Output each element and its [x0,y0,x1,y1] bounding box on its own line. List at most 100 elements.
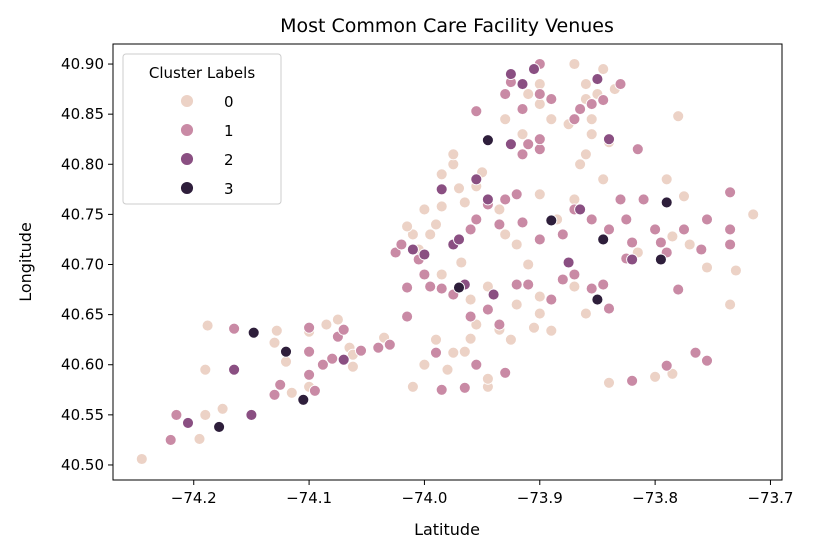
y-tick-label: 40.55 [61,406,104,424]
point-cluster-0 [193,432,206,445]
point-cluster-0 [135,453,148,465]
point-cluster-1 [303,368,316,381]
point-cluster-2 [626,253,639,266]
point-cluster-1 [672,283,685,296]
point-cluster-1 [626,374,639,387]
point-cluster-2 [487,288,500,301]
point-cluster-1 [499,193,512,206]
point-cluster-0 [455,256,468,269]
point-cluster-1 [568,268,581,281]
point-cluster-1 [556,273,569,286]
point-cluster-0 [574,158,587,171]
point-cluster-1 [470,213,483,226]
point-cluster-0 [747,208,760,221]
point-cluster-2 [504,138,517,151]
point-cluster-0 [268,336,281,349]
point-cluster-1 [268,388,281,401]
point-cluster-0 [597,63,610,76]
point-cluster-0 [493,203,506,216]
point-cluster-1 [689,346,702,359]
point-cluster-1 [303,345,316,358]
point-cluster-3 [481,134,494,147]
point-cluster-0 [522,258,535,271]
point-cluster-0 [447,346,460,359]
point-cluster-0 [280,355,292,368]
point-cluster-1 [470,358,483,371]
point-cluster-0 [430,333,442,346]
legend-entries: 0 1 2 3 [180,93,234,198]
point-cluster-0 [453,182,465,195]
point-cluster-1 [274,378,287,391]
legend-label-2: 2 [224,151,234,169]
point-cluster-0 [441,363,454,376]
point-cluster-0 [533,290,546,303]
point-cluster-0 [199,408,212,421]
point-cluster-0 [666,230,679,243]
point-cluster-1 [493,218,506,231]
point-cluster-0 [216,402,229,415]
point-cluster-0 [649,370,662,383]
point-cluster-3 [660,196,673,209]
point-cluster-0 [672,110,685,123]
point-cluster-0 [533,188,546,201]
point-cluster-0 [447,148,460,161]
point-cluster-1 [660,359,673,372]
point-cluster-1 [620,213,633,226]
point-cluster-0 [522,88,535,101]
point-cluster-1 [510,278,523,291]
point-cluster-1 [533,143,546,156]
point-cluster-0 [510,238,523,251]
point-cluster-1 [724,223,737,236]
point-cluster-1 [724,186,737,199]
point-cluster-3 [591,293,604,306]
point-cluster-1 [401,310,414,323]
point-cluster-0 [401,220,414,233]
point-cluster-2 [574,203,587,216]
y-axis: 40.50 40.55 40.60 40.65 40.70 40.75 40.80 40.85… [61,55,113,474]
point-cluster-1 [481,303,494,316]
point-cluster-0 [435,200,448,213]
point-cluster-2 [453,233,465,246]
point-cluster-0 [568,193,581,206]
point-cluster-1 [597,94,610,107]
point-cluster-2 [516,78,529,91]
x-tick-label: −73.7 [747,489,793,507]
point-cluster-0 [545,324,558,337]
point-cluster-1 [499,88,512,101]
point-cluster-2 [591,73,604,86]
point-cluster-1 [585,213,598,226]
point-cluster-1 [522,138,535,151]
point-cluster-1 [308,384,321,397]
point-cluster-3 [247,326,260,339]
point-cluster-2 [228,363,241,376]
point-cluster-1 [597,278,610,291]
point-cluster-1 [654,236,667,249]
point-cluster-2 [481,193,494,206]
point-cluster-0 [331,313,344,326]
point-cluster-1 [418,268,431,281]
point-cluster-0 [533,307,546,320]
point-cluster-0 [285,386,298,399]
point-cluster-0 [701,261,713,274]
point-cluster-0 [585,113,598,126]
point-cluster-1 [585,282,598,295]
y-tick-label: 40.90 [61,55,104,73]
point-cluster-0 [464,332,477,345]
point-cluster-0 [458,345,471,358]
point-cluster-0 [533,98,546,111]
point-cluster-0 [666,367,679,380]
y-tick-label: 40.70 [61,256,104,274]
point-cluster-0 [585,128,598,141]
point-cluster-1 [493,318,506,331]
point-cluster-1 [701,213,713,226]
point-cluster-1 [533,233,546,246]
point-cluster-1 [603,302,615,315]
point-cluster-1 [164,433,177,446]
point-cluster-1 [372,341,385,354]
point-cluster-2 [418,248,431,261]
point-cluster-1 [435,282,448,295]
point-cluster-0 [406,380,419,393]
point-cluster-0 [516,128,529,141]
point-cluster-1 [303,321,316,334]
